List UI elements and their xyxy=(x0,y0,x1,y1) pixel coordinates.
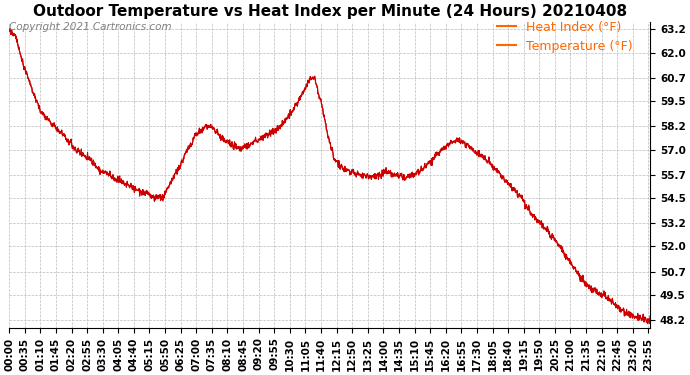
Legend: Heat Index (°F), Temperature (°F): Heat Index (°F), Temperature (°F) xyxy=(492,16,638,58)
Text: Copyright 2021 Cartronics.com: Copyright 2021 Cartronics.com xyxy=(9,22,172,32)
Title: Outdoor Temperature vs Heat Index per Minute (24 Hours) 20210408: Outdoor Temperature vs Heat Index per Mi… xyxy=(32,4,627,19)
